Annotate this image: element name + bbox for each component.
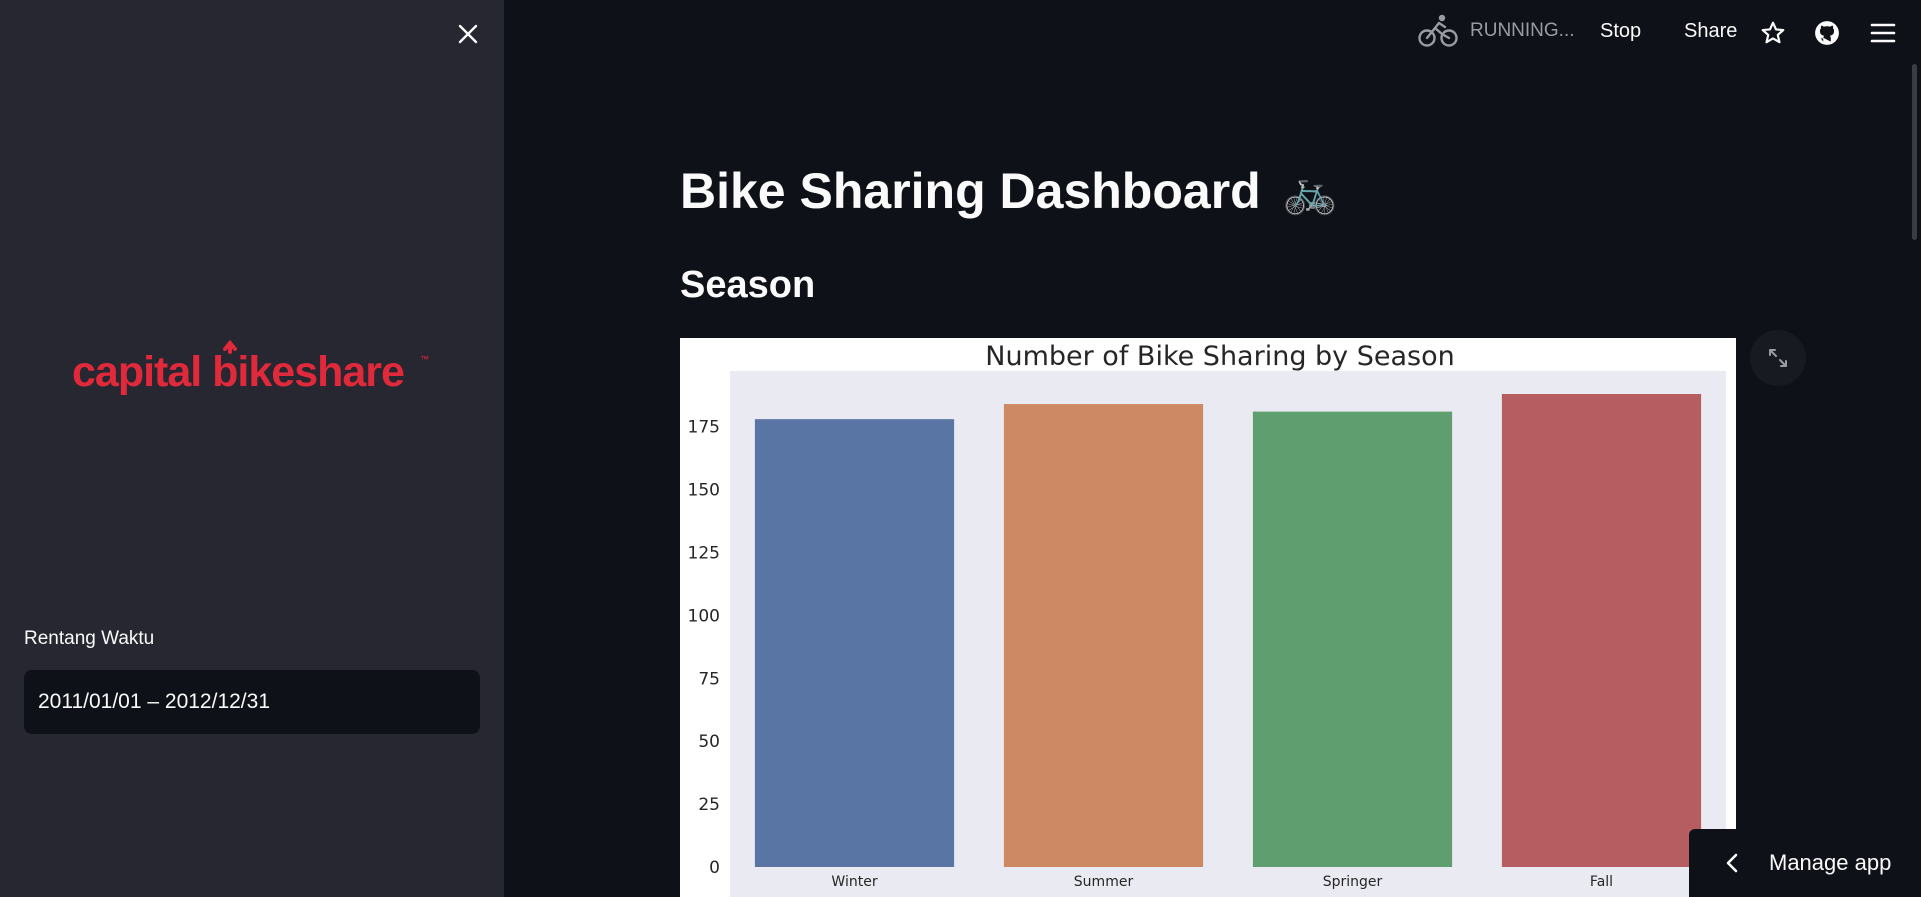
bar-summer xyxy=(1003,404,1204,867)
running-status: RUNNING... xyxy=(1418,14,1575,48)
bar-springer xyxy=(1252,411,1453,867)
manage-app-label: Manage app xyxy=(1769,850,1892,875)
hamburger-menu-icon xyxy=(1870,23,1896,43)
chart-title: Number of Bike Sharing by Season xyxy=(985,341,1454,372)
section-title-season: Season xyxy=(680,264,816,306)
y-tick-label: 25 xyxy=(698,795,720,815)
chevron-left-icon xyxy=(1726,853,1738,873)
close-sidebar-button[interactable] xyxy=(452,18,484,50)
season-bar-chart: Number of Bike Sharing by Season 0 25 50 75 1… xyxy=(688,341,1726,897)
bar-winter xyxy=(754,419,955,867)
stop-button[interactable]: Stop xyxy=(1600,20,1642,42)
svg-text:™: ™ xyxy=(420,354,429,364)
bar-fall xyxy=(1501,393,1702,867)
date-range-label: Rentang Waktu xyxy=(24,628,155,649)
x-tick-label: Fall xyxy=(1590,874,1613,890)
github-icon xyxy=(1815,21,1839,45)
bicycle-emoji-icon: 🚲 xyxy=(1282,167,1338,216)
capital-bikeshare-logo: capital bikeshare ™ xyxy=(72,340,429,396)
close-icon xyxy=(458,24,478,44)
running-bike-icon xyxy=(1418,14,1458,47)
y-tick-label: 125 xyxy=(688,544,720,564)
running-status-text: RUNNING... xyxy=(1470,20,1575,41)
y-tick-label: 150 xyxy=(688,481,720,501)
vertical-scrollbar[interactable] xyxy=(1912,64,1917,240)
x-tick-label: Winter xyxy=(831,874,877,890)
date-range-input[interactable]: 2011/01/01 – 2012/12/31 xyxy=(24,670,480,734)
sidebar: capital bikeshare ™ Rentang Waktu 2011/0… xyxy=(0,0,504,897)
season-chart: Number of Bike Sharing by Season 0 25 50 75 1… xyxy=(680,338,1736,897)
fullscreen-icon xyxy=(1769,349,1787,367)
svg-text:capital bikeshare: capital bikeshare xyxy=(72,348,404,396)
manage-app-button[interactable]: Manage app xyxy=(1689,829,1921,897)
x-tick-label: Springer xyxy=(1323,874,1383,890)
x-tick-label: Summer xyxy=(1074,874,1134,890)
y-tick-label: 50 xyxy=(698,732,720,752)
star-icon xyxy=(1761,21,1785,44)
star-button[interactable] xyxy=(1758,18,1788,48)
main-menu-button[interactable] xyxy=(1868,18,1898,48)
share-button[interactable]: Share xyxy=(1684,20,1738,42)
y-tick-label: 100 xyxy=(688,606,720,626)
fullscreen-button[interactable] xyxy=(1750,330,1806,386)
page-title: Bike Sharing Dashboard 🚲 xyxy=(680,162,1338,220)
github-button[interactable] xyxy=(1812,18,1842,48)
y-tick-label: 175 xyxy=(688,418,720,438)
y-tick-label: 75 xyxy=(698,669,720,689)
y-tick-label: 0 xyxy=(709,858,720,878)
page-title-text: Bike Sharing Dashboard xyxy=(680,163,1261,219)
